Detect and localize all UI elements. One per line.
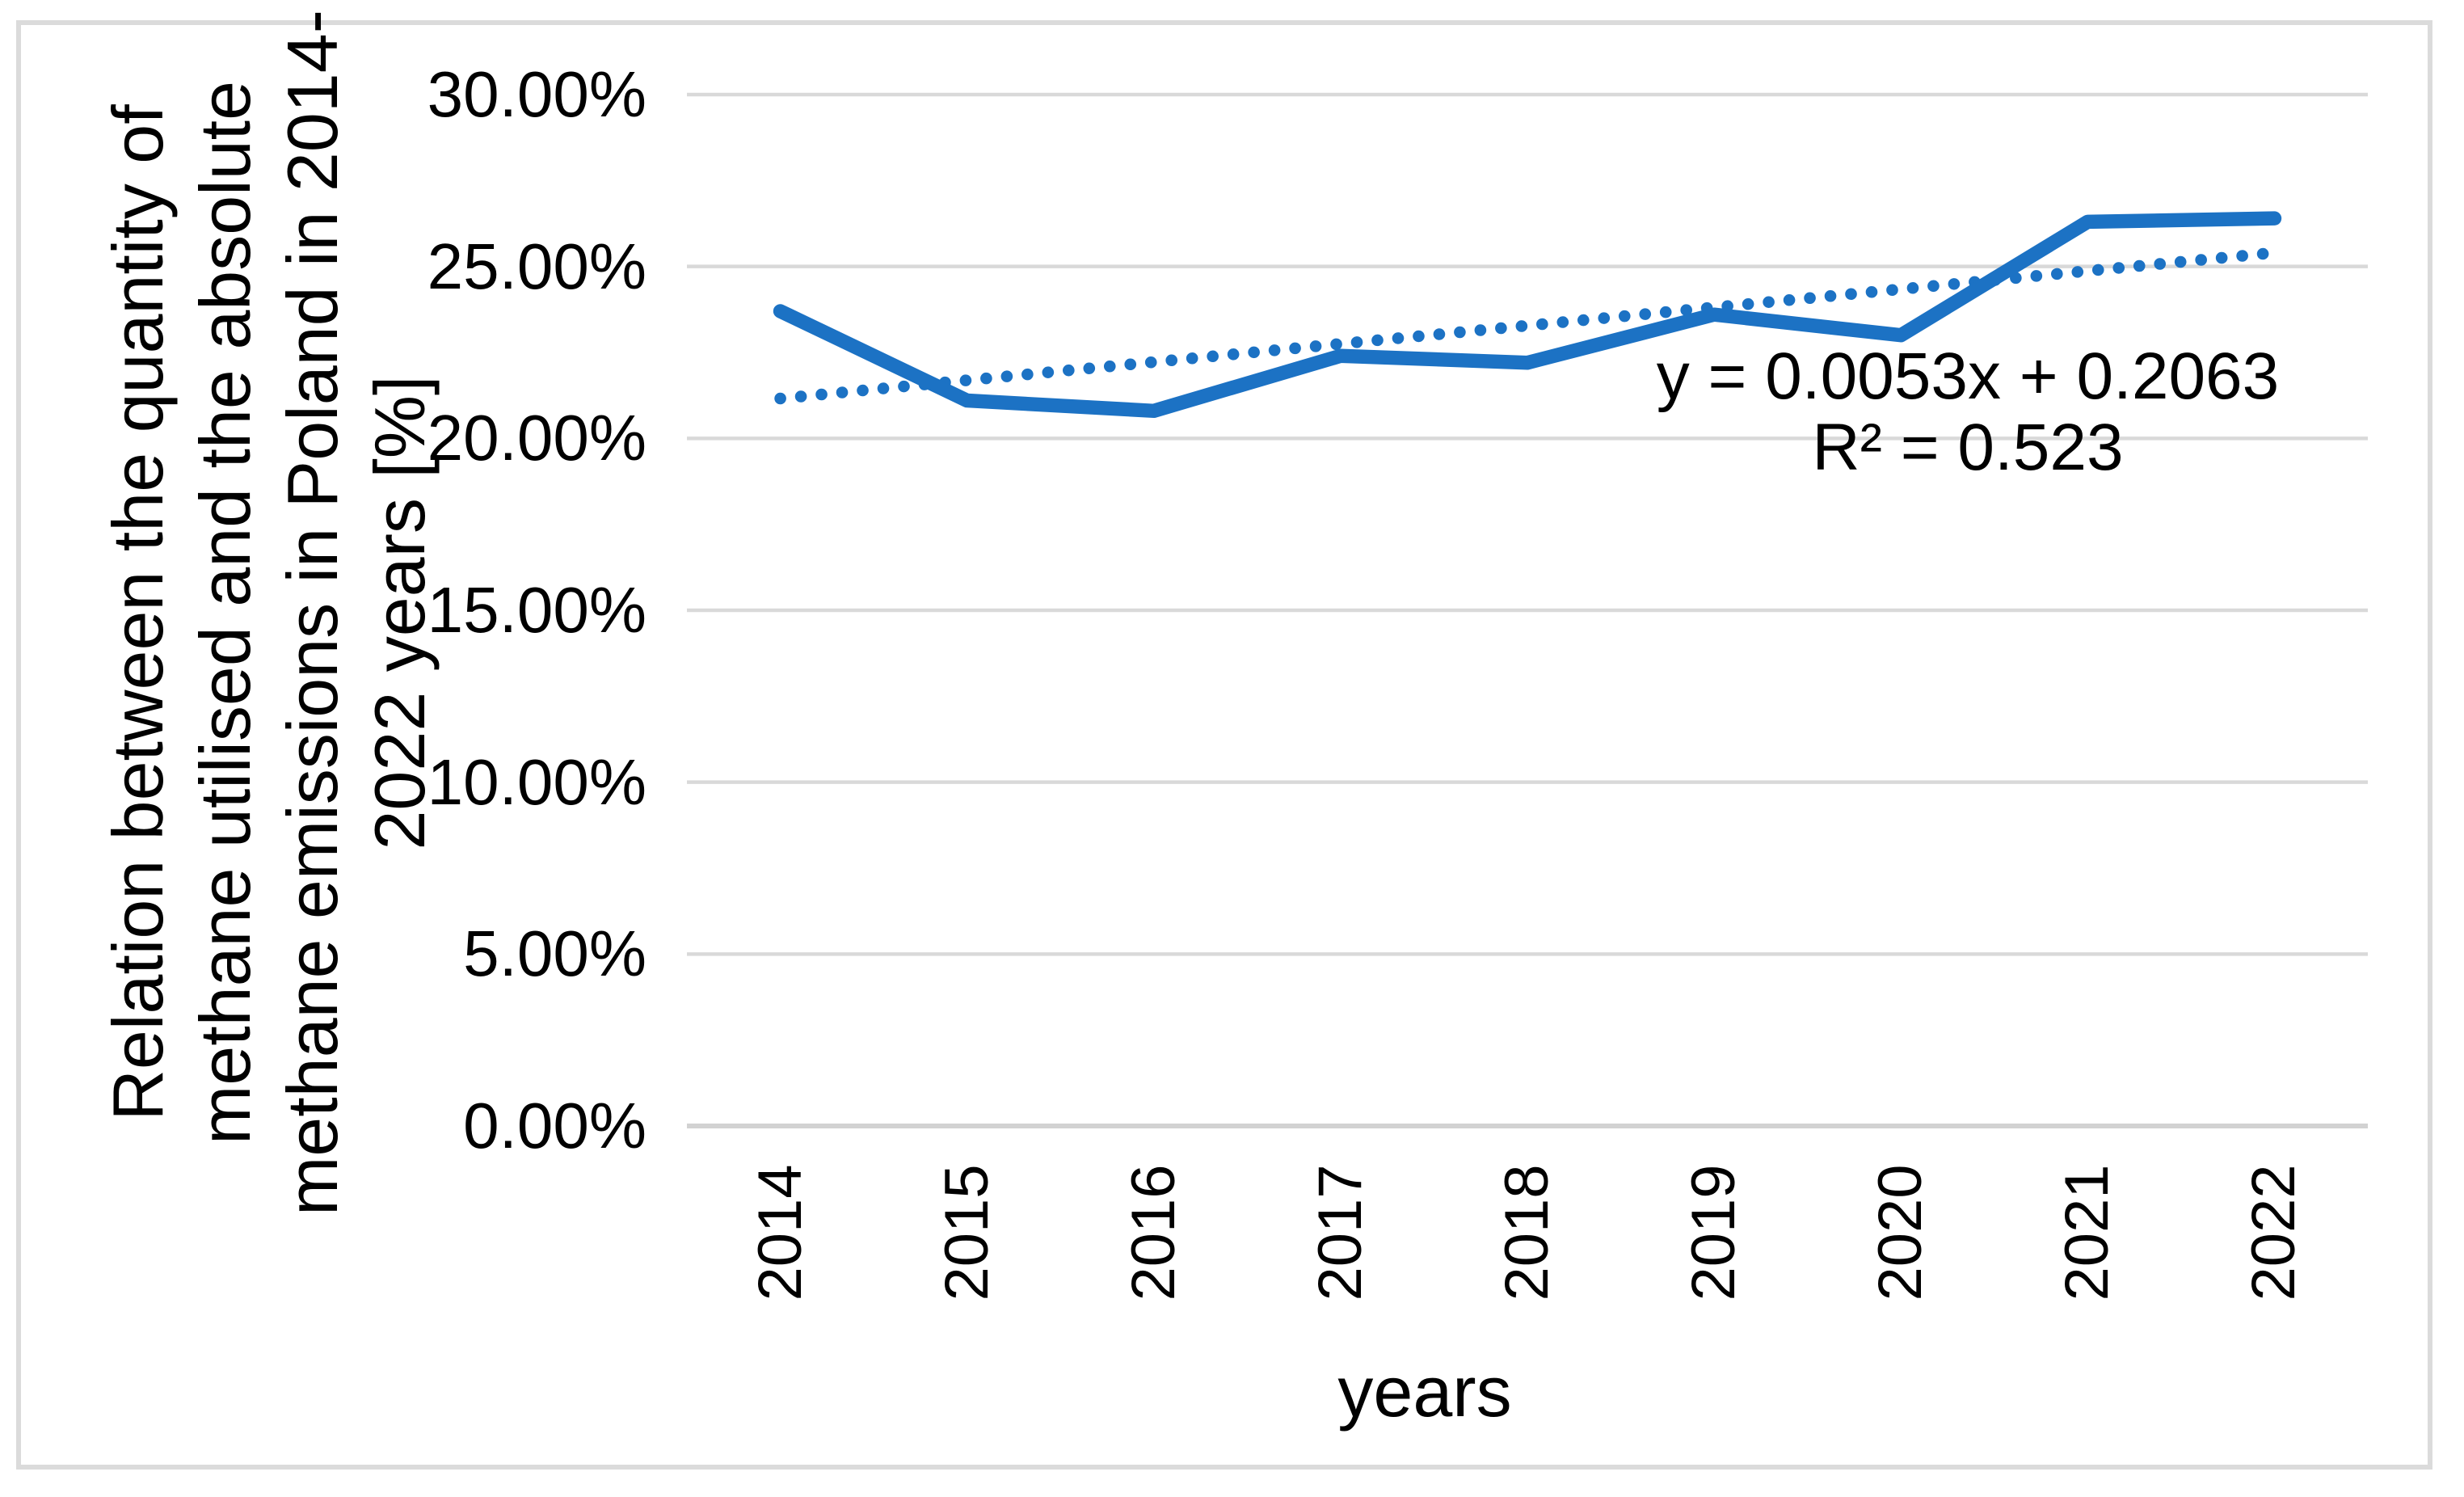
- y-axis-title-line-1: Relation between the quantity of: [98, 104, 178, 1121]
- y-tick-label: 0.00%: [463, 1090, 647, 1162]
- y-tick-label: 15.00%: [427, 574, 647, 646]
- trendline-r-squared: R² = 0.523: [1812, 411, 2124, 484]
- y-tick-label: 5.00%: [463, 917, 647, 990]
- trendline-label: y = 0.0053x + 0.2063 R² = 0.523: [1657, 341, 2280, 483]
- x-tick-label: 2021: [2053, 1164, 2122, 1301]
- x-tick-label: 2016: [1118, 1164, 1188, 1301]
- y-tick-label: 25.00%: [427, 230, 647, 302]
- x-tick-label: 2017: [1305, 1164, 1375, 1301]
- trendline-equation: y = 0.0053x + 0.2063: [1656, 339, 2280, 413]
- data-series-line: [773, 211, 2282, 419]
- y-axis-title-line-2: methane utilised and the absolute: [185, 80, 265, 1145]
- x-tick-label: 2018: [1493, 1164, 1561, 1301]
- y-tick-label: 10.00%: [427, 745, 647, 818]
- x-tick-label: 2015: [932, 1164, 1001, 1301]
- y-tick-label: 30.00%: [427, 58, 647, 130]
- x-tick-label: 2019: [1679, 1164, 1749, 1301]
- y-axis-title-line-4: 2022 years [%]: [360, 375, 440, 850]
- y-tick-label: 20.00%: [427, 402, 647, 474]
- x-axis-title: years: [1337, 1352, 1512, 1432]
- trendline-dotted: [774, 247, 2281, 405]
- x-tick-label: 2022: [2239, 1164, 2309, 1301]
- y-axis-title: Relation between the quantity of methane…: [95, 10, 444, 1216]
- x-tick-label: 2020: [1866, 1164, 1935, 1301]
- x-tick-label: 2014: [745, 1164, 815, 1301]
- y-axis-title-line-3: methane emissions in Poland in 2014-: [272, 9, 352, 1217]
